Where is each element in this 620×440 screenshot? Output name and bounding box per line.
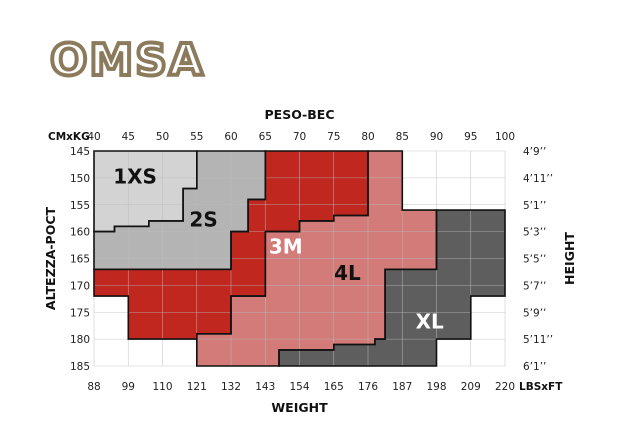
x-bottom-title: WEIGHT	[271, 400, 328, 415]
zone-label-2s: 2S	[189, 207, 217, 231]
zone-1xs	[94, 151, 197, 232]
x-top-tick-label: 50	[156, 131, 169, 143]
x-top-title: PESO-BEC	[265, 107, 335, 122]
y-left-tick-label: 155	[70, 200, 90, 212]
zone-label-3m: 3M	[269, 234, 303, 258]
y-right-tick-label: 5’3’’	[523, 227, 546, 239]
x-bottom-tick-label: 198	[426, 381, 446, 393]
axes: 40 45 50 55 60 65 70 75 80 85 90 95 100 88 99 110 121 132…	[43, 107, 577, 415]
zone-outline-xl	[278, 209, 506, 367]
x-bottom-tick-label: 132	[221, 381, 241, 393]
y-left-tick-label: 170	[70, 280, 90, 292]
x-bottom-tick-label: 209	[461, 381, 481, 393]
y-left-tick-label: 180	[70, 334, 90, 346]
x-top-tick-label: 80	[361, 131, 374, 143]
x-bottom-tick-label: 154	[289, 381, 309, 393]
x-top-tick-label: 45	[122, 131, 135, 143]
zone-2s	[94, 151, 266, 270]
x-bottom-tick-label: 110	[152, 381, 172, 393]
y-right-tick-label: 5’11’’	[523, 334, 553, 346]
x-bottom-tick-label: 143	[255, 381, 275, 393]
x-bottom-tick-label: 88	[87, 381, 100, 393]
x-bottom-unit: LBSxFT	[519, 381, 563, 393]
x-bottom-tick-label: 99	[122, 381, 135, 393]
y-left-tick-label: 175	[70, 307, 90, 319]
y-left-tick-label: 160	[70, 227, 90, 239]
x-top-unit: CMxKG	[48, 131, 90, 143]
x-top-tick-label: 65	[259, 131, 272, 143]
x-top-tick-label: 40	[87, 131, 100, 143]
x-bottom-tick-label: 121	[187, 381, 207, 393]
y-left-tick-label: 185	[70, 361, 90, 373]
y-right-tick-label: 5’7’’	[523, 280, 546, 292]
zone-labels: 1XS 2S 3M 4L XL	[113, 164, 444, 333]
x-top-tick-label: 70	[293, 131, 306, 143]
x-bottom-tick-label: 187	[392, 381, 412, 393]
y-right-tick-label: 6’1’’	[523, 361, 546, 373]
y-left-tick-label: 165	[70, 254, 90, 266]
y-left-title: ALTEZZA-POCT	[43, 206, 58, 310]
x-top-tick-label: 95	[464, 131, 477, 143]
x-bottom-tick-label: 176	[358, 381, 378, 393]
x-bottom-tick-label: 220	[495, 381, 515, 393]
zone-label-1xs: 1XS	[113, 164, 157, 188]
x-top-tick-label: 60	[224, 131, 237, 143]
y-right-tick-label: 5’5’’	[523, 254, 546, 266]
y-right-title: HEIGHT	[562, 232, 577, 285]
x-top-tick-label: 90	[430, 131, 443, 143]
y-right-tick-label: 4’11’’	[523, 173, 553, 185]
y-right-tick-label: 4’9’’	[523, 146, 546, 158]
zone-label-4l: 4L	[334, 261, 361, 285]
zone-xl	[279, 210, 505, 366]
x-top-tick-label: 55	[190, 131, 203, 143]
zone-outlines	[93, 150, 506, 367]
x-bottom-tick-label: 165	[324, 381, 344, 393]
y-left-tick-label: 145	[70, 146, 90, 158]
zone-label-xl: XL	[416, 310, 444, 334]
y-right-tick-label: 5’1’’	[523, 200, 546, 212]
omsa-logo: OMSA	[50, 35, 205, 86]
x-top-tick-label: 85	[396, 131, 409, 143]
y-right-tick-label: 5’9’’	[523, 307, 546, 319]
x-top-tick-label: 75	[327, 131, 340, 143]
x-top-tick-label: 100	[495, 131, 515, 143]
y-left-tick-label: 150	[70, 173, 90, 185]
